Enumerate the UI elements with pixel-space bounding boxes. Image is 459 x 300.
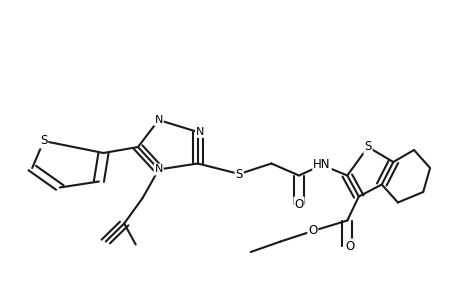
Text: N: N bbox=[154, 164, 162, 175]
Text: S: S bbox=[235, 167, 242, 181]
Text: S: S bbox=[40, 134, 47, 148]
Text: O: O bbox=[308, 224, 317, 238]
Text: S: S bbox=[364, 140, 371, 154]
Text: HN: HN bbox=[313, 158, 330, 172]
Text: N: N bbox=[196, 127, 204, 137]
Text: N: N bbox=[154, 115, 162, 125]
Text: O: O bbox=[294, 197, 303, 211]
Text: O: O bbox=[344, 239, 353, 253]
